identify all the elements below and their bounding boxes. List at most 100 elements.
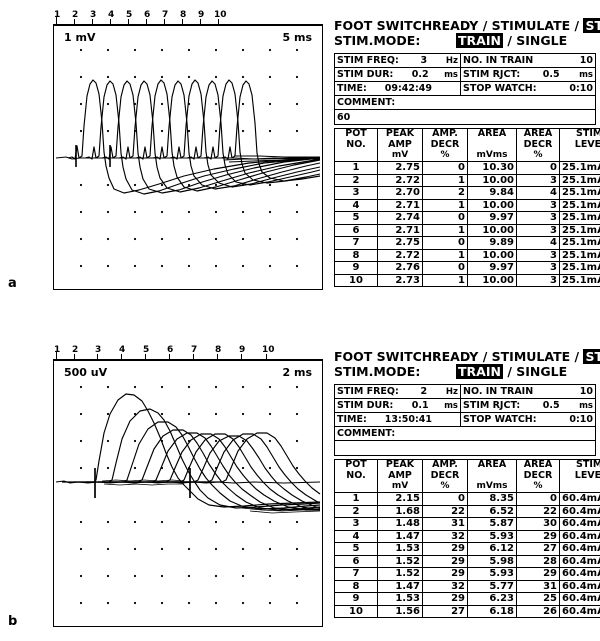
cell-area-decr: 25 bbox=[516, 592, 560, 606]
cell-amp-decr: 1 bbox=[422, 173, 468, 187]
stim-info-table-a: STIM FREQ: 3 Hz NO. IN TRAIN 10 STIM DUR… bbox=[334, 53, 596, 125]
waveform-display-a[interactable]: 1 mV 5 ms bbox=[53, 25, 323, 290]
cell-peak-amp: 2.76 bbox=[377, 261, 423, 275]
tick-mark bbox=[121, 354, 122, 360]
stim-mode-option-train[interactable]: TRAIN bbox=[456, 364, 503, 379]
stim-freq-unit: Hz bbox=[445, 386, 458, 397]
hdr-line-2: DECR bbox=[430, 138, 460, 150]
stim-dur-unit: ms bbox=[444, 400, 458, 411]
cell-area: 9.97 bbox=[467, 261, 517, 275]
cell-area: 10.00 bbox=[467, 173, 517, 187]
cell-pot-no: 8 bbox=[334, 579, 378, 593]
cell-peak-amp: 2.15 bbox=[377, 492, 423, 506]
hdr-line-2: AMP bbox=[388, 138, 412, 150]
foot-switch-option-stop[interactable]: STOP bbox=[583, 349, 600, 364]
stim-mode-option-single[interactable]: SINGLE bbox=[516, 364, 568, 379]
tick-mark bbox=[266, 354, 267, 360]
cell-stim-level: 25.1mA bbox=[559, 236, 600, 250]
cell-area: 9.84 bbox=[467, 186, 517, 200]
no-in-train-cell[interactable]: NO. IN TRAIN 10 bbox=[460, 53, 596, 68]
tick-mark bbox=[110, 19, 111, 25]
cell-amp-decr: 0 bbox=[422, 236, 468, 250]
col-header-amp-decr: AMP. DECR % bbox=[422, 128, 468, 162]
table-header-row: POT NO. PEAK AMP mV AMP. DECR % bbox=[334, 128, 600, 162]
time-value: 13:50:41 bbox=[384, 414, 432, 425]
cell-pot-no: 6 bbox=[334, 554, 378, 568]
tick-baseline bbox=[53, 24, 323, 25]
stop-watch-label: STOP WATCH: bbox=[463, 414, 537, 425]
hdr-line-2: NO. bbox=[346, 138, 366, 150]
tick-label-2: 2 bbox=[72, 345, 79, 355]
cell-area-decr: 3 bbox=[516, 223, 560, 237]
cell-area-decr: 0 bbox=[516, 492, 560, 506]
scope-tick-axis-b: 1 2 3 4 5 6 7 8 9 10 bbox=[53, 343, 323, 360]
stop-watch-value: 0:10 bbox=[569, 83, 593, 94]
stim-dur-unit: ms bbox=[444, 69, 458, 80]
cell-stim-level: 25.1mA bbox=[559, 161, 600, 175]
stim-mode-label: STIM.MODE: bbox=[334, 33, 421, 48]
waveform-display-b[interactable]: 500 uV 2 ms bbox=[53, 360, 323, 627]
cell-peak-amp: 1.56 bbox=[377, 604, 423, 618]
cell-peak-amp: 1.48 bbox=[377, 517, 423, 531]
stim-rjct-label: STIM RJCT: bbox=[463, 399, 521, 411]
foot-switch-option-stop[interactable]: STOP bbox=[583, 18, 600, 33]
hdr-line-1: POT bbox=[345, 128, 367, 139]
separator: / bbox=[482, 349, 488, 364]
foot-switch-option-ready[interactable]: READY bbox=[432, 18, 479, 33]
stim-dur-cell[interactable]: STIM DUR: 0.2 ms bbox=[334, 67, 461, 82]
no-in-train-value: 10 bbox=[579, 55, 593, 66]
cell-amp-decr: 29 bbox=[422, 592, 468, 606]
stim-mode-option-single[interactable]: SINGLE bbox=[516, 33, 568, 48]
comment-value-cell[interactable]: 60 bbox=[334, 109, 596, 125]
cell-pot-no: 7 bbox=[334, 567, 378, 581]
cell-pot-no: 1 bbox=[334, 161, 378, 175]
cell-area: 6.23 bbox=[467, 592, 517, 606]
sweep-label-a: 5 ms bbox=[282, 31, 313, 44]
stim-rjct-cell[interactable]: STIM RJCT: 0.5 ms bbox=[460, 67, 596, 82]
foot-switch-option-stimulate[interactable]: STIMULATE bbox=[491, 18, 571, 33]
cell-area-decr: 0 bbox=[516, 161, 560, 175]
tick-label-3: 3 bbox=[90, 10, 97, 20]
stim-freq-cell[interactable]: STIM FREQ: 2 Hz bbox=[334, 384, 461, 399]
cell-area-decr: 4 bbox=[516, 186, 560, 200]
foot-switch-option-stimulate[interactable]: STIMULATE bbox=[491, 349, 571, 364]
cell-peak-amp: 1.53 bbox=[377, 592, 423, 606]
cell-amp-decr: 22 bbox=[422, 504, 468, 518]
cell-pot-no: 5 bbox=[334, 542, 378, 556]
cell-amp-decr: 1 bbox=[422, 223, 468, 237]
cell-stim-level: 25.1mA bbox=[559, 211, 600, 225]
cell-area: 6.52 bbox=[467, 504, 517, 518]
stim-mode-option-train[interactable]: TRAIN bbox=[456, 33, 503, 48]
cell-stim-level: 60.4mA bbox=[559, 504, 600, 518]
no-in-train-cell[interactable]: NO. IN TRAIN 10 bbox=[460, 384, 596, 399]
tick-label-1: 1 bbox=[54, 10, 61, 20]
cell-stim-level: 60.4mA bbox=[559, 579, 600, 593]
stim-rjct-cell[interactable]: STIM RJCT: 0.5 ms bbox=[460, 398, 596, 413]
table-row bbox=[334, 440, 596, 456]
table-row: STIM FREQ: 3 Hz NO. IN TRAIN 10 bbox=[334, 53, 596, 68]
hdr-line-1: AREA bbox=[477, 128, 507, 139]
cell-stim-level: 60.4mA bbox=[559, 529, 600, 543]
cell-peak-amp: 2.73 bbox=[377, 273, 423, 287]
comment-value-cell[interactable] bbox=[334, 440, 596, 456]
stim-dur-cell[interactable]: STIM DUR: 0.1 ms bbox=[334, 398, 461, 413]
foot-switch-option-ready[interactable]: READY bbox=[432, 349, 479, 364]
table-row: COMMENT: bbox=[334, 95, 596, 110]
figure-letter-b: b bbox=[8, 614, 18, 629]
table-row: TIME: 13:50:41 STOP WATCH: 0:10 bbox=[334, 412, 596, 427]
hdr-line-1: STIM. bbox=[576, 128, 600, 139]
sweep-label-b: 2 ms bbox=[282, 366, 313, 379]
stim-mode-row-b: STIM.MODE: TRAIN / SINGLE bbox=[334, 364, 596, 379]
hdr-line-3: % bbox=[440, 481, 450, 491]
table-row: STIM DUR: 0.1 ms STIM RJCT: 0.5 ms bbox=[334, 398, 596, 413]
stim-dur-label: STIM DUR: bbox=[337, 68, 394, 80]
stim-freq-cell[interactable]: STIM FREQ: 3 Hz bbox=[334, 53, 461, 68]
stim-freq-label: STIM FREQ: bbox=[337, 54, 399, 66]
tick-label-10: 10 bbox=[262, 345, 275, 355]
cell-peak-amp: 2.70 bbox=[377, 186, 423, 200]
